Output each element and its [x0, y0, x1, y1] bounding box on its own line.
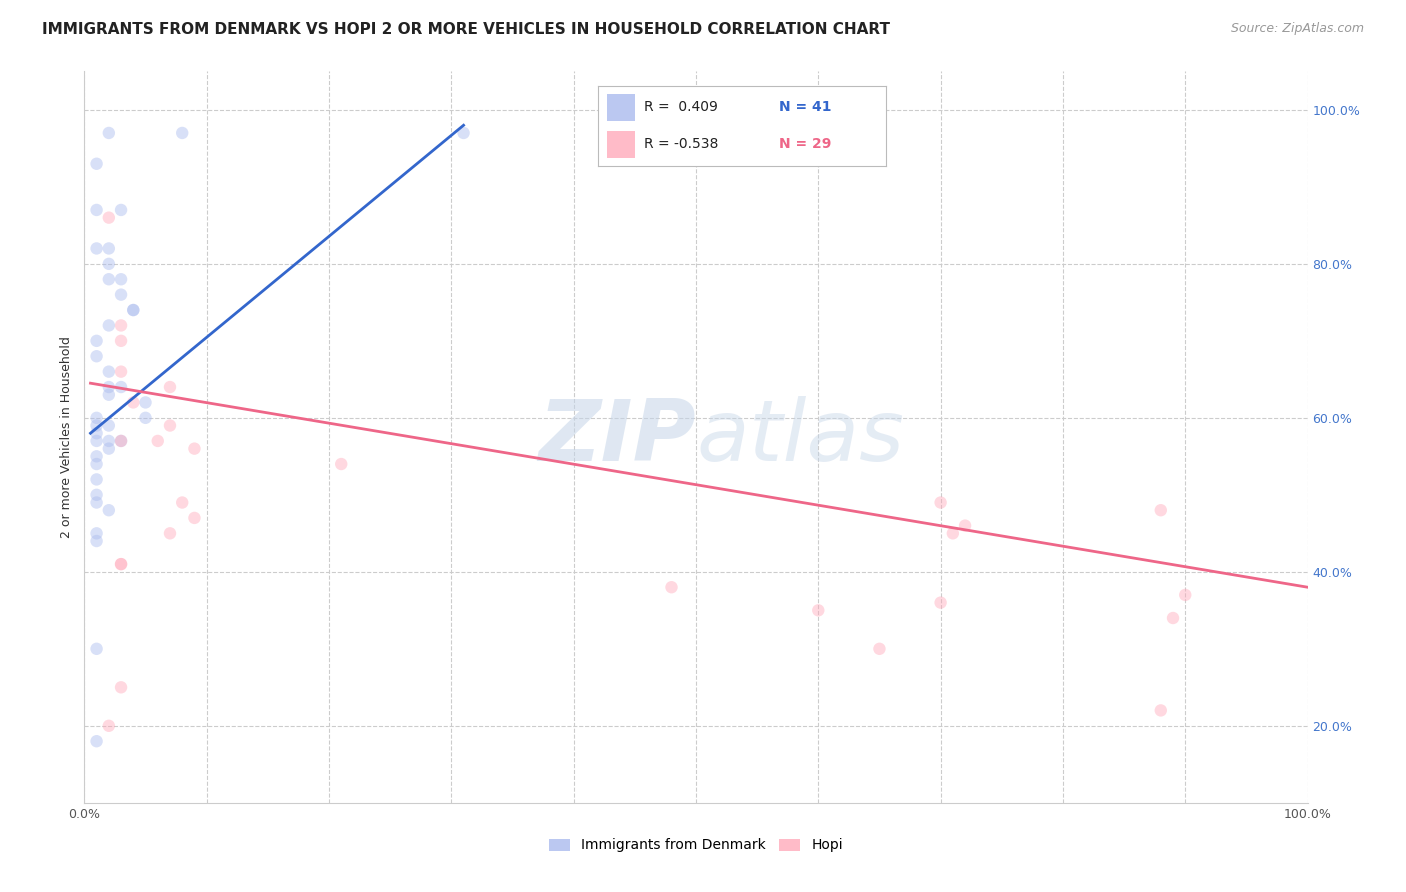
- Point: [135, 395, 157, 409]
- Point: [929, 495, 952, 509]
- Text: ZIP: ZIP: [538, 395, 696, 479]
- Point: [86, 334, 108, 348]
- Point: [159, 380, 181, 394]
- Point: [86, 410, 108, 425]
- Point: [135, 410, 157, 425]
- Point: [86, 434, 108, 448]
- Point: [953, 518, 976, 533]
- Point: [110, 287, 132, 301]
- Point: [453, 126, 475, 140]
- Point: [86, 418, 108, 433]
- Point: [110, 202, 132, 217]
- Point: [929, 596, 952, 610]
- Point: [110, 318, 132, 333]
- Point: [86, 157, 108, 171]
- Point: [172, 126, 194, 140]
- Point: [110, 272, 132, 286]
- Point: [86, 641, 108, 656]
- Point: [86, 526, 108, 541]
- Point: [110, 365, 132, 379]
- Point: [110, 334, 132, 348]
- Point: [110, 434, 132, 448]
- Point: [97, 272, 120, 286]
- Point: [86, 426, 108, 441]
- Point: [869, 641, 891, 656]
- Point: [122, 395, 145, 409]
- Point: [330, 457, 353, 471]
- Point: [86, 488, 108, 502]
- Point: [97, 257, 120, 271]
- Point: [183, 511, 205, 525]
- Y-axis label: 2 or more Vehicles in Household: 2 or more Vehicles in Household: [59, 336, 73, 538]
- Point: [97, 434, 120, 448]
- Point: [110, 380, 132, 394]
- Point: [86, 495, 108, 509]
- Point: [86, 242, 108, 256]
- Text: IMMIGRANTS FROM DENMARK VS HOPI 2 OR MORE VEHICLES IN HOUSEHOLD CORRELATION CHAR: IMMIGRANTS FROM DENMARK VS HOPI 2 OR MOR…: [42, 22, 890, 37]
- Point: [110, 434, 132, 448]
- Legend: Immigrants from Denmark, Hopi: Immigrants from Denmark, Hopi: [543, 833, 849, 858]
- Point: [942, 526, 965, 541]
- Point: [661, 580, 683, 594]
- Point: [97, 365, 120, 379]
- Point: [97, 380, 120, 394]
- Point: [97, 126, 120, 140]
- Point: [1150, 503, 1173, 517]
- Text: atlas: atlas: [696, 395, 904, 479]
- Point: [86, 450, 108, 464]
- Text: Source: ZipAtlas.com: Source: ZipAtlas.com: [1230, 22, 1364, 36]
- Point: [1161, 611, 1184, 625]
- Point: [86, 534, 108, 549]
- Point: [86, 349, 108, 363]
- Point: [86, 202, 108, 217]
- Point: [110, 681, 132, 695]
- Point: [159, 418, 181, 433]
- Point: [97, 242, 120, 256]
- Point: [122, 303, 145, 318]
- Point: [159, 526, 181, 541]
- Point: [110, 557, 132, 571]
- Point: [97, 211, 120, 225]
- Point: [146, 434, 169, 448]
- Point: [97, 388, 120, 402]
- Point: [97, 418, 120, 433]
- Point: [1150, 703, 1173, 717]
- Point: [97, 503, 120, 517]
- Point: [97, 442, 120, 456]
- Point: [1174, 588, 1197, 602]
- Point: [183, 442, 205, 456]
- Point: [86, 457, 108, 471]
- Point: [97, 719, 120, 733]
- Point: [807, 603, 830, 617]
- Point: [110, 557, 132, 571]
- Point: [86, 734, 108, 748]
- Point: [86, 472, 108, 486]
- Point: [122, 303, 145, 318]
- Point: [172, 495, 194, 509]
- Point: [97, 318, 120, 333]
